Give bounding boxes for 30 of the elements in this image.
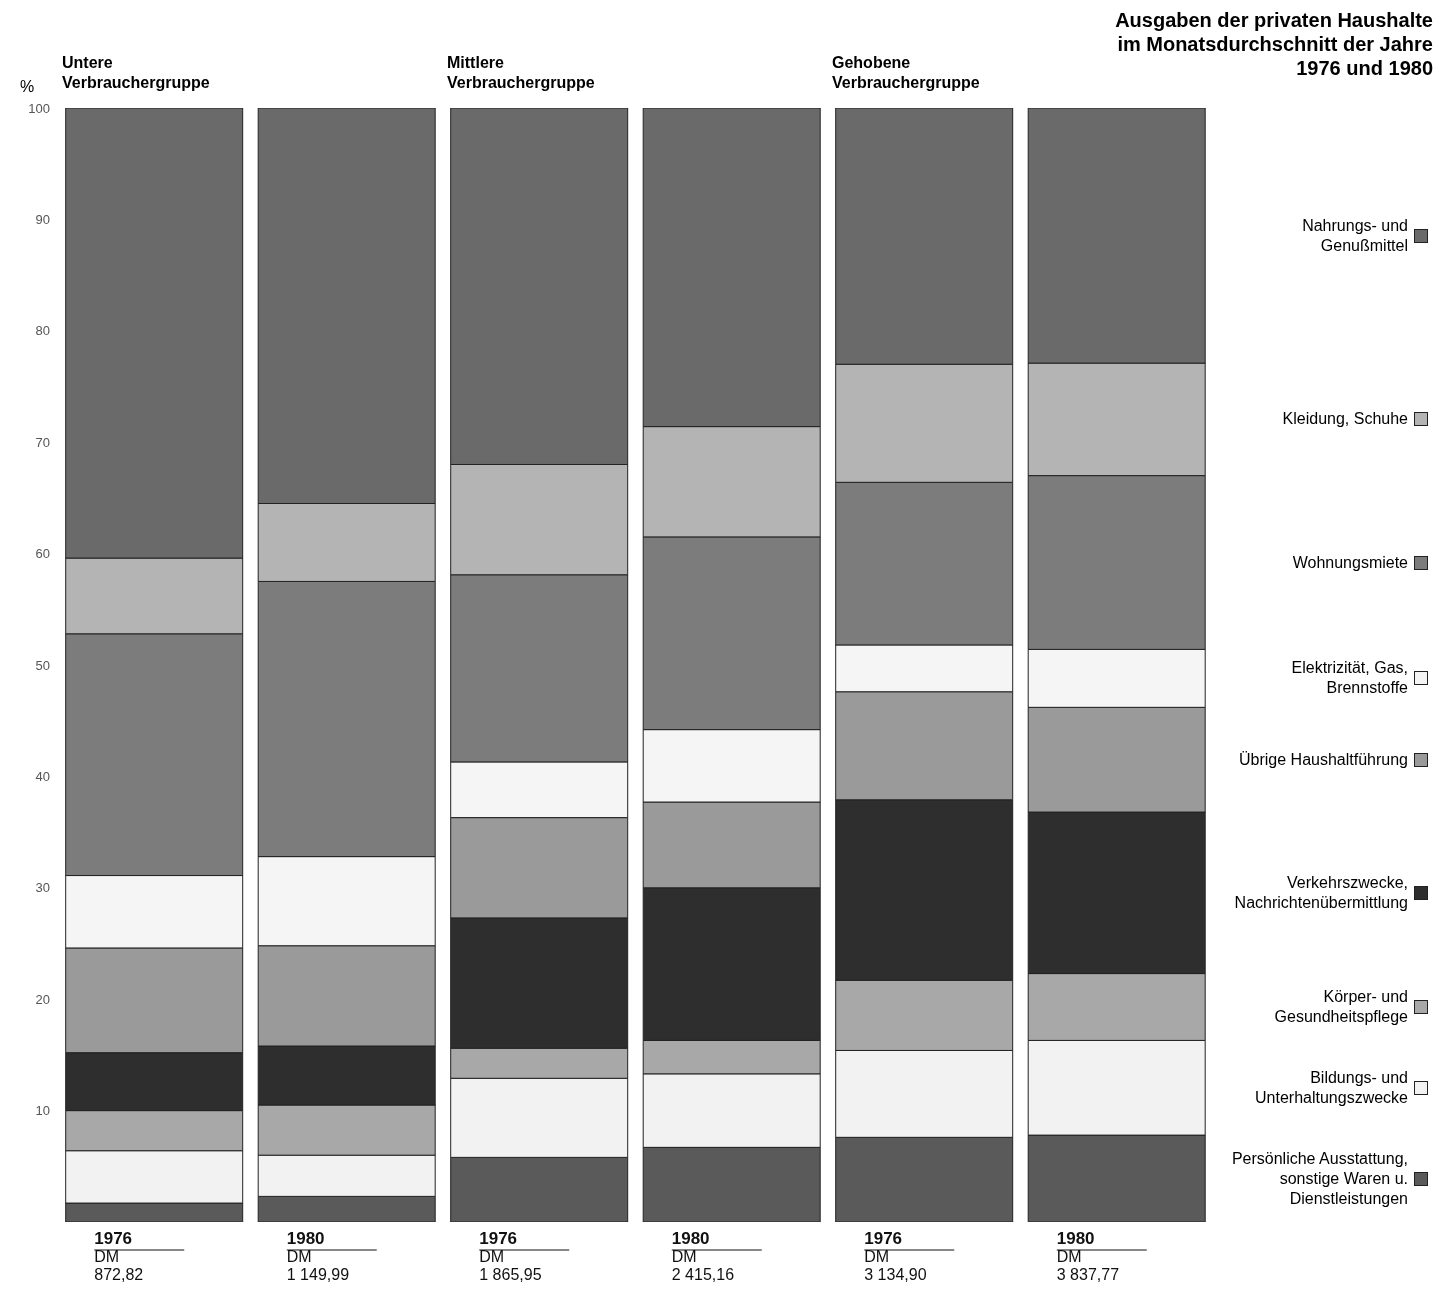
x-tick-label: 1976 DM 872,82	[94, 1229, 144, 1283]
text: Untere Verbrauchergruppe	[62, 53, 211, 93]
text: Ausgaben der privaten Haushalte im Monatsdurchschnitt der Jahre 1976 und 1980	[1114, 8, 1433, 80]
legend-label: Kleidung, Schuhe	[1282, 409, 1408, 430]
x-tick-label: 1976 DM 1 865,95	[479, 1229, 542, 1283]
x-tick-label: 1980 DM 2 415,16	[671, 1229, 735, 1283]
y-tick-label: 30	[35, 880, 50, 896]
y-axis-title: %	[20, 78, 35, 96]
legend-label: Nahrungs- und Genußmittel	[1301, 215, 1408, 256]
legend-label: Elektrizität, Gas, Brennstoffe	[1290, 658, 1408, 699]
x-tick-label: 1976 DM 3 134,90	[864, 1229, 927, 1283]
y-tick-label: 70	[35, 434, 50, 450]
y-tick-label: 10	[35, 1103, 50, 1119]
y-tick-label: 60	[35, 546, 50, 562]
text: Mittlere Verbrauchergruppe	[447, 53, 596, 93]
x-tick-label: 1980 DM 1 149,99	[286, 1229, 350, 1283]
legend-label: Verkehrszwecke, Nachrichtenübermittlung	[1233, 872, 1408, 913]
legend-label: Persönliche Ausstattung, sonstige Waren u. Dienstleistungen	[1230, 1148, 1408, 1209]
y-tick-label: 50	[35, 657, 50, 673]
text: Gehobene Verbrauchergruppe	[832, 53, 981, 93]
y-tick-label: 40	[35, 769, 50, 785]
legend-label: Wohnungsmiete	[1292, 552, 1408, 573]
legend-label: Körper- und Gesundheitspflege	[1273, 987, 1408, 1027]
y-tick-label: 90	[35, 212, 50, 228]
y-tick-label: 80	[35, 323, 50, 339]
x-tick-label: 1980 DM 3 837,77	[1056, 1229, 1120, 1283]
y-tick-label: 100	[28, 100, 50, 116]
legend-label: Übrige Haushaltführung	[1239, 749, 1408, 770]
y-tick-label: 20	[35, 991, 50, 1007]
legend-label: Bildungs- und Unterhaltungszwecke	[1254, 1067, 1408, 1108]
